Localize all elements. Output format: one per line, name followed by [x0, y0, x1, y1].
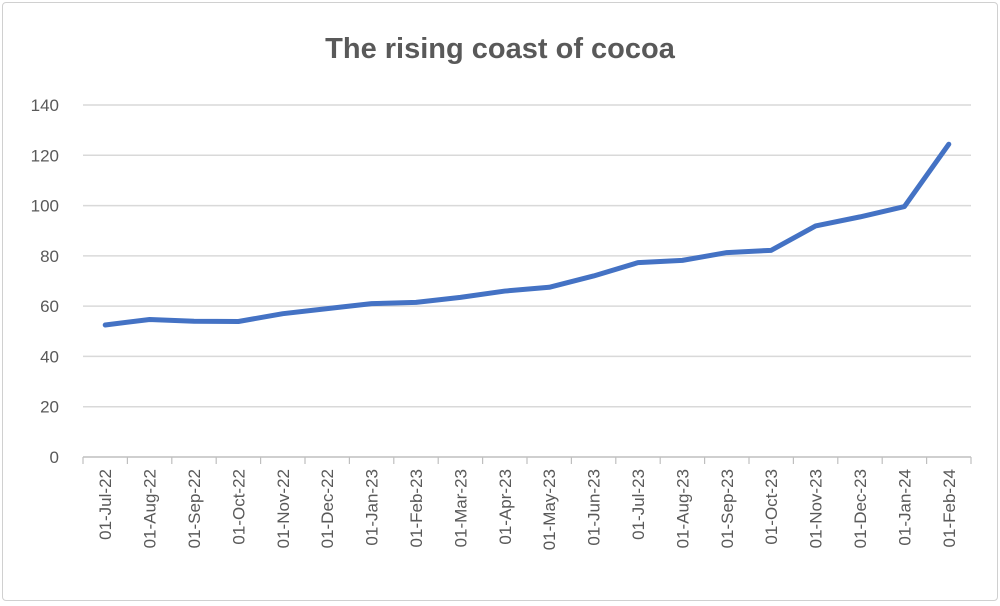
x-tick-label: 01-Feb-24	[940, 469, 959, 547]
y-tick-label: 60	[40, 297, 59, 316]
x-tick-label: 01-Apr-23	[496, 469, 515, 545]
x-tick-label: 01-Feb-23	[407, 469, 426, 547]
x-tick-label: 01-Nov-23	[807, 469, 826, 548]
y-tick-label: 120	[31, 146, 59, 165]
y-tick-label: 0	[50, 448, 59, 467]
y-tick-label: 80	[40, 247, 59, 266]
x-tick-label: 01-Jun-23	[585, 469, 604, 546]
x-tick-label: 01-May-23	[540, 469, 559, 550]
x-tick-label: 01-Jan-23	[363, 469, 382, 546]
chart-title: The rising coast of cocoa	[325, 33, 676, 65]
x-tick-label: 01-Jul-22	[96, 469, 115, 540]
x-tick-label: 01-Aug-23	[673, 469, 692, 548]
x-tick-label: 01-Dec-23	[851, 469, 870, 548]
series-line	[105, 144, 949, 325]
x-tick-label: 01-Oct-22	[229, 469, 248, 545]
y-tick-label: 20	[40, 398, 59, 417]
x-tick-label: 01-Sep-23	[718, 469, 737, 548]
y-tick-label: 40	[40, 347, 59, 366]
line-chart: The rising coast of cocoa 0 20 40 60 80 100 12…	[3, 3, 1000, 606]
x-tick-label: 01-Nov-22	[274, 469, 293, 548]
x-tick-label: 01-Jul-23	[629, 469, 648, 540]
y-tick-label: 140	[31, 96, 59, 115]
x-tick-label: 01-Dec-22	[318, 469, 337, 548]
x-tick-label: 01-Sep-22	[185, 469, 204, 548]
x-tick-label: 01-Jan-24	[895, 469, 914, 546]
x-tick-label: 01-Mar-23	[451, 469, 470, 547]
x-tick-label: 01-Aug-22	[141, 469, 160, 548]
x-tick-label: 01-Oct-23	[762, 469, 781, 545]
y-tick-label: 100	[31, 197, 59, 216]
